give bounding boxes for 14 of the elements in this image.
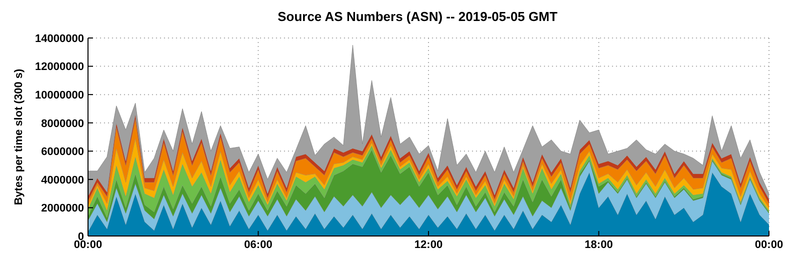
y-tick-label: 2000000 xyxy=(41,202,84,215)
x-tick-label: 06:00 xyxy=(244,238,272,251)
x-tick-label: 00:00 xyxy=(754,238,784,251)
y-tick-label: 12000000 xyxy=(35,61,84,74)
x-tick-label: 12:00 xyxy=(414,238,443,251)
x-tick-label: 18:00 xyxy=(584,238,613,251)
chart-title: Source AS Numbers (ASN) -- 2019-05-05 GMT xyxy=(276,8,558,26)
y-tick-label: 8000000 xyxy=(41,118,84,130)
x-tick-label: 00:00 xyxy=(74,238,102,251)
y-tick-label: 14000000 xyxy=(35,32,84,45)
y-axis-title: Bytes per time slot (300 s) xyxy=(12,68,25,206)
y-tick-label: 4000000 xyxy=(41,174,84,186)
y-tick-label: 6000000 xyxy=(41,146,84,158)
y-tick-label: 10000000 xyxy=(35,89,84,102)
